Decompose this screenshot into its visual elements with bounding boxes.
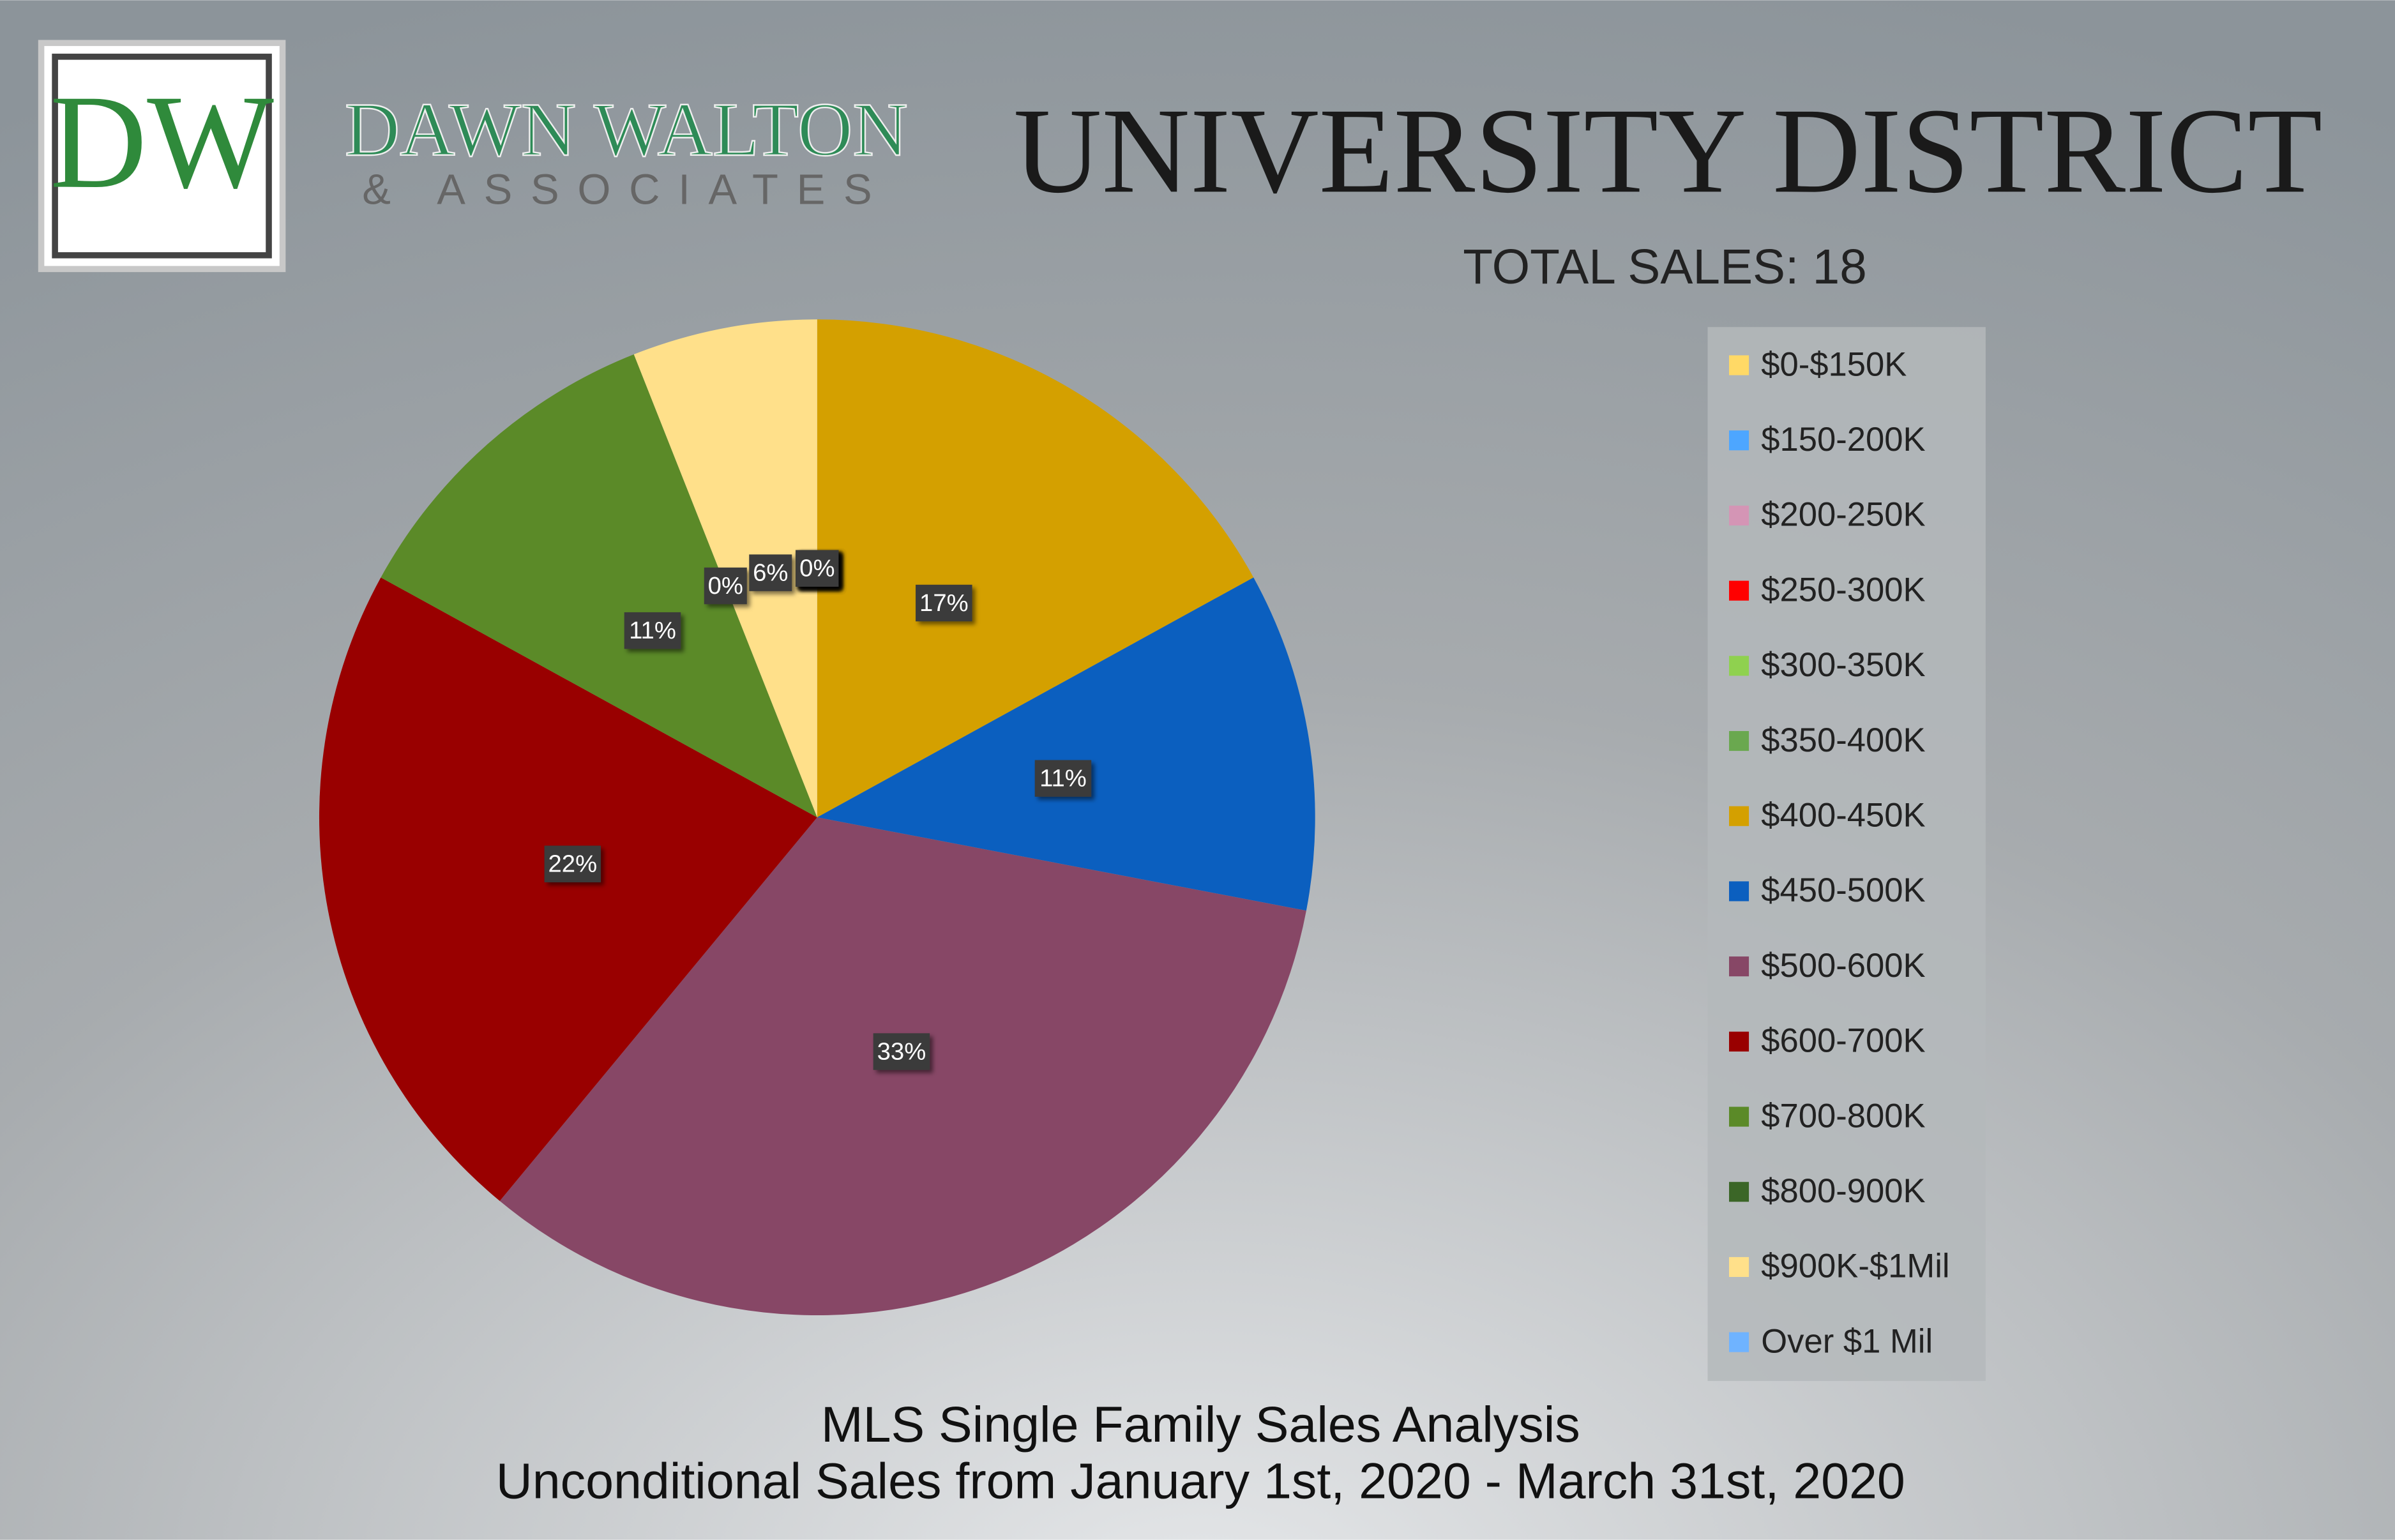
legend-swatch: [1728, 1106, 1749, 1127]
legend-swatch: [1728, 881, 1749, 902]
legend-swatch: [1728, 656, 1749, 676]
pie-slice: [381, 354, 817, 818]
legend-swatch: [1728, 1257, 1749, 1277]
chart-title: UNIVERSITY DISTRICT: [1013, 83, 2322, 218]
legend-label: $300-350K: [1761, 646, 1925, 684]
data-label: 22%: [548, 850, 598, 878]
legend-swatch: [1728, 956, 1749, 977]
legend-swatch: [1728, 806, 1749, 826]
legend-label: $150-200K: [1761, 421, 1925, 458]
legend-box: [1707, 327, 1986, 1381]
legend-label: $250-300K: [1761, 571, 1925, 608]
legend-label: $0-$150K: [1761, 345, 1907, 383]
legend-swatch: [1728, 430, 1749, 451]
legend-swatch: [1728, 1182, 1749, 1202]
data-label: 11%: [629, 617, 676, 644]
legend-label: $600-700K: [1761, 1022, 1925, 1060]
data-label: 6%: [753, 559, 788, 587]
data-label-box: [544, 845, 601, 882]
legend-label: $500-600K: [1761, 947, 1925, 985]
pie-slice: [817, 577, 1315, 911]
data-label-box: [704, 567, 747, 605]
data-label-box: [1034, 760, 1092, 797]
legend-label: $400-450K: [1761, 797, 1925, 834]
data-label: 0%: [708, 572, 743, 600]
logo-initials: DW: [50, 67, 274, 216]
legend-swatch: [1728, 505, 1749, 526]
legend-label: $450-500K: [1761, 872, 1925, 909]
logo-border: [52, 54, 272, 259]
legend-swatch: [1728, 730, 1749, 751]
pie: [319, 319, 1315, 1316]
logo-name: DAWN WALTON: [345, 87, 908, 172]
legend-label: $350-400K: [1761, 721, 1925, 759]
data-labels: 0%0%0%0%0%0%17%11%33%22%11%0%6%0%: [544, 550, 1092, 1070]
pie-slice: [319, 577, 817, 1202]
data-label: 0%: [799, 555, 835, 582]
data-label: 17%: [919, 589, 969, 617]
data-label-box: [749, 554, 792, 591]
legend-swatch: [1728, 1031, 1749, 1052]
data-label-box: [916, 584, 972, 622]
data-label: 33%: [877, 1038, 926, 1066]
data-label-box: [873, 1033, 930, 1070]
data-label-box: [796, 550, 839, 587]
pie-slice: [817, 319, 1254, 818]
legend-label: $700-800K: [1761, 1097, 1925, 1135]
data-label: 11%: [1039, 765, 1087, 792]
legend-swatch: [1728, 580, 1749, 601]
legend-swatch: [1728, 1332, 1749, 1352]
logo-tagline: & ASSOCIATES: [362, 165, 890, 213]
legend: $0-$150K $150-200K $200-250K $250-300K $300-…: [1728, 345, 1950, 1360]
legend-label: $200-250K: [1761, 496, 1925, 534]
legend-label: $800-900K: [1761, 1172, 1925, 1210]
footer-line: Unconditional Sales from January 1st, 20…: [496, 1453, 1905, 1509]
legend-label: $900K-$1Mil: [1761, 1248, 1949, 1285]
legend-label: Over $1 Mil: [1761, 1322, 1933, 1360]
logo-frame: [38, 40, 286, 273]
legend-swatch: [1728, 355, 1749, 375]
chart-subtitle: TOTAL SALES: 18: [1463, 240, 1867, 294]
data-label-box: [624, 612, 681, 649]
footer-line: MLS Single Family Sales Analysis: [821, 1396, 1580, 1453]
